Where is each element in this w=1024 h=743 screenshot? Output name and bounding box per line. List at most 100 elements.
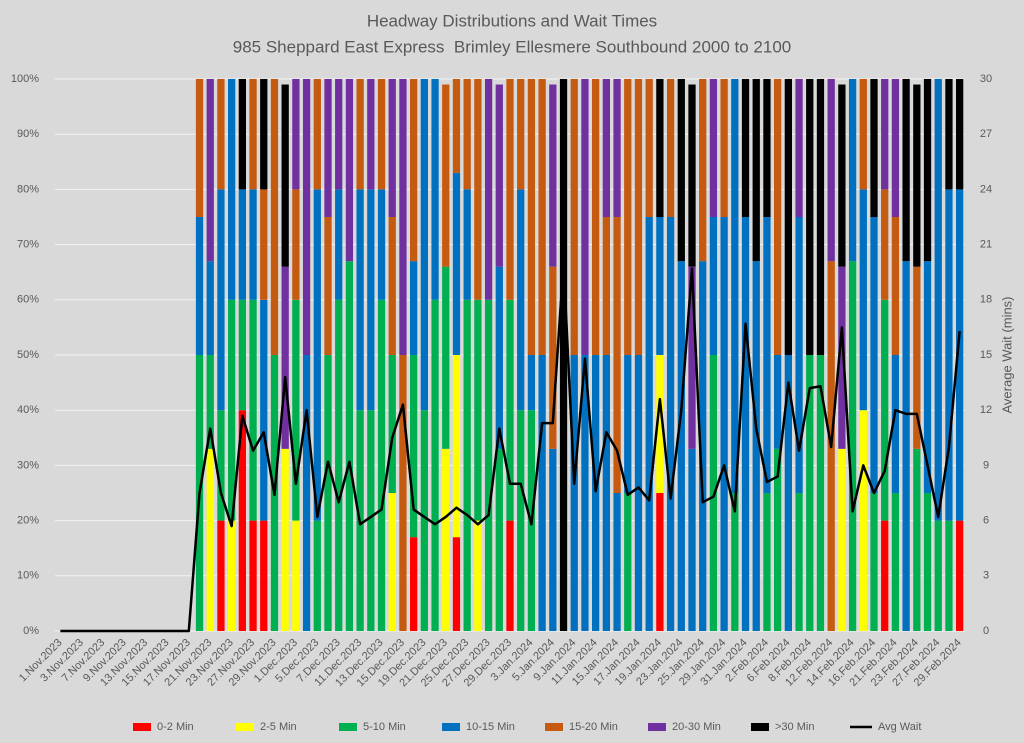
y-tick-label: 60% xyxy=(17,294,39,306)
bar-segment xyxy=(260,520,268,631)
bar-segment xyxy=(838,266,846,449)
bar-segment xyxy=(367,410,375,631)
bar-segment xyxy=(795,217,803,493)
bar-segment xyxy=(249,520,257,631)
bar-segment xyxy=(206,261,214,355)
bar-segment xyxy=(752,261,760,631)
bar-segment xyxy=(581,355,589,631)
bar-segment xyxy=(484,299,493,631)
bar-segment xyxy=(238,410,246,631)
bar-segment xyxy=(881,520,889,631)
y-tick-label: 100% xyxy=(11,73,39,85)
y-tick-label: 50% xyxy=(17,349,39,361)
bar-segment xyxy=(720,79,728,217)
bar-segment xyxy=(634,79,643,355)
bar-segment xyxy=(795,493,803,631)
bar-segment xyxy=(238,79,246,190)
bar-segment xyxy=(848,261,857,631)
y2-tick-label: 27 xyxy=(980,128,992,140)
bar-segment xyxy=(870,79,878,217)
y2-tick-label: 9 xyxy=(983,459,989,471)
bar-segment xyxy=(335,189,343,300)
bar-segment xyxy=(774,79,782,355)
bar-segment xyxy=(549,448,557,631)
y-tick-label: 20% xyxy=(17,515,39,527)
bar-segment xyxy=(956,520,964,631)
bar-segment xyxy=(838,448,846,631)
bar-segment xyxy=(634,355,643,631)
bar-segment xyxy=(238,189,246,300)
bar-segment xyxy=(463,79,471,190)
bar-segment xyxy=(281,266,289,449)
bar-segment xyxy=(377,299,386,631)
legend-label: 2-5 Min xyxy=(260,721,297,733)
bar-segment xyxy=(345,79,354,262)
bar-segment xyxy=(442,84,450,267)
legend-label: 15-20 Min xyxy=(569,721,618,733)
bar-segment xyxy=(592,79,600,355)
bar-segment xyxy=(923,493,932,631)
bar-segment xyxy=(699,79,707,262)
bar-segment xyxy=(891,79,900,217)
bar-segment xyxy=(720,217,728,631)
avg-wait-line xyxy=(60,261,961,633)
bar-segment xyxy=(399,355,407,631)
bar-segment xyxy=(774,448,782,631)
bar-segment xyxy=(356,79,364,190)
chart-subtitle: 985 Sheppard East Express Brimley Ellesm… xyxy=(233,37,792,56)
bar-segment xyxy=(452,537,461,631)
bar-segment xyxy=(506,79,514,300)
bar-segment xyxy=(613,493,621,631)
bar-segment xyxy=(367,189,375,411)
bar-segment xyxy=(281,448,289,631)
bar-segment xyxy=(324,79,332,217)
bar-segment xyxy=(891,493,900,631)
bar-segment xyxy=(356,189,364,411)
bar-segment xyxy=(377,79,386,190)
bar-segment xyxy=(859,189,867,411)
bar-segment xyxy=(549,84,557,267)
bar-segment xyxy=(313,189,321,521)
bar-segment xyxy=(388,217,396,355)
bar-segment xyxy=(656,79,664,217)
bar-segment xyxy=(763,79,771,217)
bar-segment xyxy=(870,493,878,631)
bar-segment xyxy=(442,448,450,631)
bar-segment xyxy=(367,79,375,190)
bar-segment xyxy=(410,79,418,262)
bar-segment xyxy=(527,355,536,411)
bar-segment xyxy=(431,79,439,300)
bar-segment xyxy=(495,266,503,449)
bar-segment xyxy=(452,172,461,355)
bar-segment xyxy=(538,355,546,631)
bar-segment xyxy=(913,448,921,631)
bar-segment xyxy=(431,299,439,631)
bar-segment xyxy=(688,266,696,449)
bar-segment xyxy=(613,79,621,217)
bar-segment xyxy=(228,79,236,300)
bar-segment xyxy=(741,79,750,217)
bar-segment xyxy=(302,79,311,355)
bar-segment xyxy=(763,493,771,631)
bar-segment xyxy=(570,355,578,631)
bar-segment xyxy=(945,189,953,521)
bar-segment xyxy=(677,79,685,262)
legend-swatch xyxy=(339,723,357,731)
legend-label: >30 Min xyxy=(775,721,814,733)
bar-segment xyxy=(666,79,675,217)
bar-segment xyxy=(559,79,568,631)
bar-segment xyxy=(859,410,867,631)
y2-axis-label: Average Wait (mins) xyxy=(999,296,1014,413)
y-tick-label: 30% xyxy=(17,459,39,471)
bar-segment xyxy=(816,355,825,631)
bar-segment xyxy=(249,79,257,190)
bar-segment xyxy=(217,189,225,411)
bar-segment xyxy=(249,189,257,300)
legend-label: 5-10 Min xyxy=(363,721,406,733)
y2-tick-label: 3 xyxy=(983,570,989,582)
bar-segment xyxy=(645,79,653,217)
bar-segment xyxy=(410,355,418,538)
bar-segment xyxy=(495,84,503,267)
bar-segment xyxy=(656,493,664,631)
bar-segment xyxy=(260,299,268,521)
